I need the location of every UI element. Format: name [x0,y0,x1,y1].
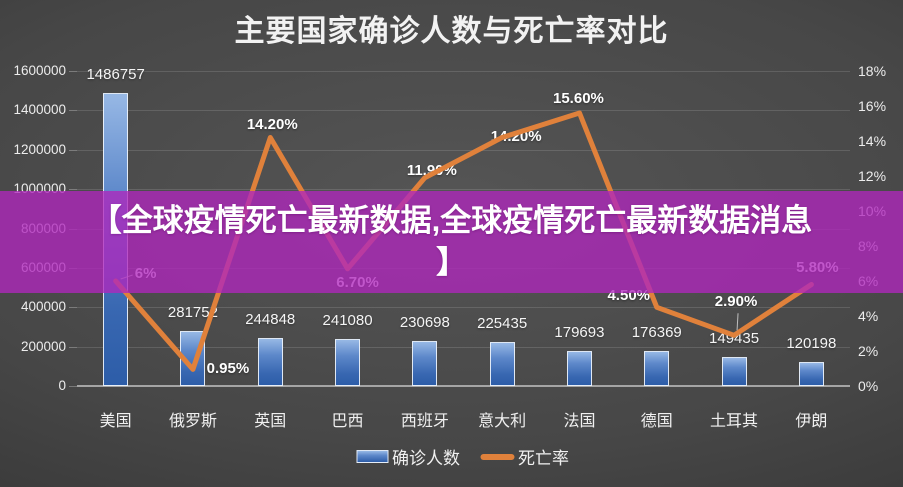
category-label: 英国 [254,413,287,430]
category-label: 法国 [563,413,596,430]
watermark-banner: 【全球疫情死亡最新数据,全球疫情死亡最新数据消息 】 [0,191,903,293]
right-axis-tick-label: 16% [858,98,887,114]
category-label: 西班牙 [400,413,449,430]
legend-label-confirmed: 确诊人数 [392,449,460,468]
rate-point-label: 11.90% [406,161,457,179]
category-label: 美国 [99,413,132,430]
right-axis-tick-label: 14% [858,133,887,149]
bar [489,341,515,386]
category-label: 俄罗斯 [168,413,217,430]
category-label: 巴西 [331,413,364,430]
x-axis-line [77,385,850,387]
death-rate-swatch-icon [480,453,514,460]
left-axis-tick [69,189,77,191]
grid-line [77,189,850,191]
chart-title: 主要国家确诊人数与死亡率对比 [234,15,669,48]
legend-item-confirmed: 确诊人数 [356,444,460,469]
left-axis-tick [69,346,77,348]
watermark-text-line1: 【全球疫情死亡最新数据,全球疫情死亡最新数据消息 [90,203,813,238]
label-leader-line [736,313,739,331]
grid-line [77,110,850,112]
left-axis-tick [69,71,77,72]
left-axis-tick [69,386,77,387]
rate-point-label: 2.90% [714,293,758,311]
left-axis-tick-label: 1400000 [13,102,66,118]
left-axis-tick-label: 0 [58,378,66,393]
confirmed-cases-swatch-icon [356,450,388,463]
legend-label-death-rate: 死亡率 [518,449,569,468]
right-axis-tick-label: 2% [858,343,879,359]
left-axis-tick [69,307,77,309]
bar [798,362,824,386]
bar [412,340,438,386]
bar [721,356,747,386]
category-label: 土耳其 [710,413,759,430]
left-axis-tick-label: 400000 [20,299,66,315]
rate-point-label: 14.20% [490,127,542,145]
right-axis-tick-label: 4% [858,308,879,324]
bar [335,338,361,386]
bar-value-label: 1486757 [86,66,145,84]
left-axis-tick [69,110,77,112]
left-axis-tick-label: 1200000 [13,141,66,157]
category-label: 德国 [640,413,673,430]
rate-point-label: 0.95% [206,360,250,378]
watermark-text-line2: 】 [436,245,467,280]
left-axis-tick-label: 1600000 [13,63,66,78]
chart-legend: 确诊人数 死亡率 [356,444,569,469]
grid-line [77,149,850,151]
right-axis-tick-label: 0% [858,378,879,394]
bar [566,350,592,386]
right-axis-tick-label: 18% [858,63,887,79]
grid-line [77,71,850,72]
category-label: 意大利 [478,413,527,430]
rate-point-label: 14.20% [246,115,298,133]
bar [180,330,206,386]
rate-point-label: 15.60% [553,90,604,107]
legend-item-death-rate: 死亡率 [480,444,569,469]
right-axis-tick-label: 12% [858,168,887,184]
bar [644,351,670,386]
bar-value-label: 120198 [786,335,837,353]
category-label: 伊朗 [795,413,828,430]
left-axis-tick-label: 200000 [20,338,66,354]
left-axis-tick [69,149,77,151]
